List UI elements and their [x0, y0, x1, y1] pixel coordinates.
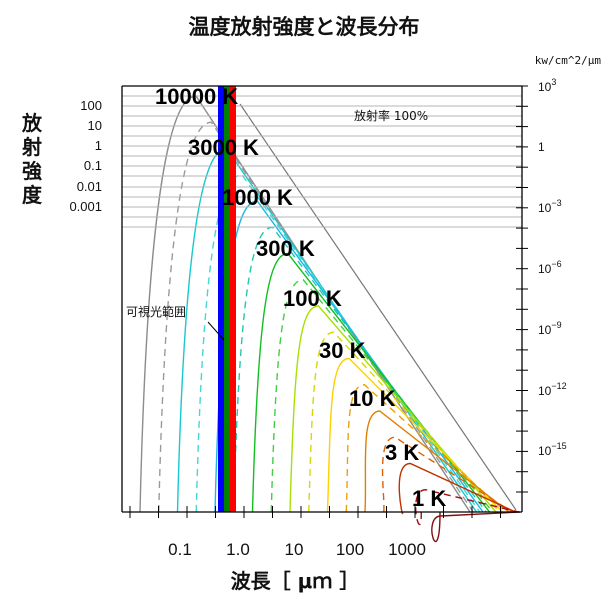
y-right-tick-label: 10−3 [538, 198, 562, 215]
planck-curve [139, 95, 471, 513]
planck-curve [289, 305, 497, 513]
temperature-label: 10000 K [155, 84, 238, 109]
visible-band-stripe [230, 86, 236, 512]
x-tick-label: 0.1 [168, 540, 192, 559]
visible-band [207, 86, 236, 512]
temperature-label: 3 K [385, 440, 419, 465]
planck-curve [345, 384, 507, 513]
x-tick-label: 10 [285, 540, 304, 559]
planck-curve [431, 511, 521, 542]
planck-curve [251, 252, 491, 513]
y-right-tick-label: 1 [538, 140, 545, 154]
temperature-label: 1000 K [222, 185, 293, 210]
temperature-label: 30 K [319, 338, 366, 363]
right-axis-unit: kw/cm^2/μm [535, 54, 602, 67]
visible-band-stripe [218, 86, 224, 512]
visible-range-label: 可視光範囲 [126, 304, 186, 319]
y-right-tick-label: 10−9 [538, 320, 562, 337]
grid-layer [122, 95, 522, 228]
envelope-line [239, 103, 517, 511]
x-tick-label: 100 [336, 540, 364, 559]
y-axis-label: 放射強度 [21, 111, 43, 207]
planck-curve [233, 226, 487, 513]
planck-curve [364, 410, 510, 513]
y-left-tick-label: 1 [95, 138, 102, 153]
planck-curve [270, 279, 494, 513]
y-right-tick-label: 103 [538, 77, 556, 94]
curves-layer [139, 95, 521, 542]
planck-curve [398, 462, 516, 515]
planck-curve [308, 331, 500, 513]
y-left-tick-label: 100 [80, 98, 102, 113]
temperature-label: 300 K [256, 236, 315, 261]
visible-range-pointer [207, 321, 225, 341]
temperature-label: 100 K [283, 286, 342, 311]
y-left-tick-label: 0.01 [77, 179, 102, 194]
labels-layer: 0.1 1.0 10 100 1000 100 10 1 0.1 0.01 0.001 103 1 10−… [69, 77, 566, 559]
axes-layer [121, 85, 528, 518]
y-left-tick-label: 10 [88, 118, 102, 133]
y-right-tick-label: 10−15 [538, 441, 567, 458]
x-tick-label: 1000 [388, 540, 426, 559]
emissivity-note: 放射率 100% [354, 108, 428, 123]
temperature-label: 10 K [349, 386, 396, 411]
planck-curve [326, 357, 503, 513]
y-left-tick-label: 0.1 [84, 158, 102, 173]
planck-curve [158, 121, 474, 513]
y-left-tick-label: 0.001 [69, 199, 102, 214]
y-right-tick-label: 10−6 [538, 259, 562, 276]
x-tick-label: 1.0 [226, 540, 250, 559]
visible-band-stripe [224, 86, 230, 512]
x-axis-label: 波長［ μｍ ］ [231, 569, 360, 593]
y-right-tick-label: 10−12 [538, 381, 567, 398]
temperature-label: 3000 K [188, 135, 259, 160]
chart-title: 温度放射強度と波長分布 [189, 15, 420, 39]
temperature-label: 1 K [412, 486, 446, 511]
